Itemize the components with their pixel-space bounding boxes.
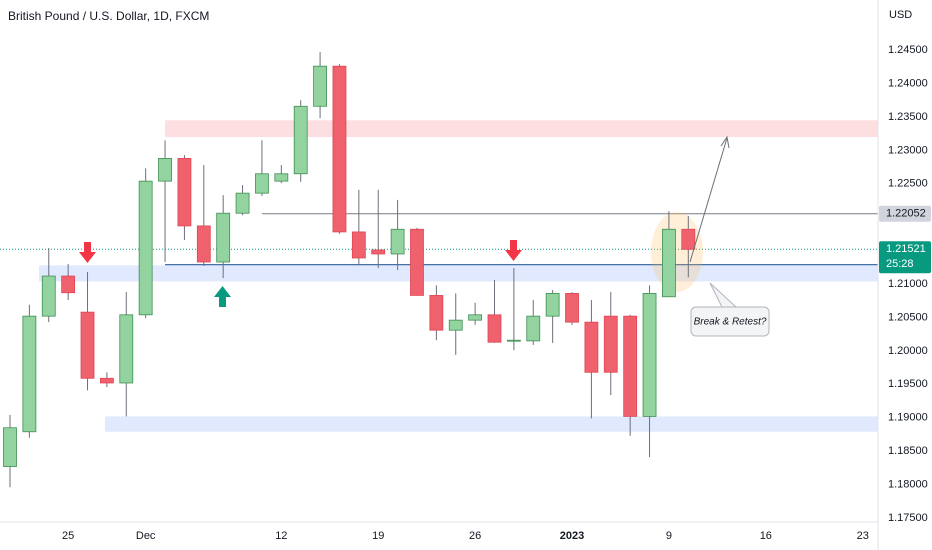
candle-body: [390, 228, 405, 255]
x-tick-label: 23: [857, 530, 869, 542]
level-price-label: 1.22052: [886, 208, 926, 220]
y-tick-label: 1.21000: [888, 278, 928, 290]
candle-body: [351, 231, 366, 259]
candle-body: [681, 228, 696, 250]
y-tick-label: 1.18000: [888, 478, 928, 490]
candle-body: [623, 315, 638, 417]
candle-body: [410, 228, 424, 296]
candle-body: [274, 173, 289, 182]
annotation: Break & Retest?: [694, 317, 767, 328]
projection-arrow: [689, 137, 728, 263]
candle-body: [80, 311, 95, 379]
y-tick-label: 1.17500: [888, 512, 928, 524]
callout: [690, 282, 770, 337]
candle-body: [584, 321, 599, 373]
candle-body: [61, 275, 76, 294]
y-tick-label: 1.23000: [888, 144, 928, 156]
y-tick-label: 1.24500: [888, 44, 928, 56]
y-tick-label: 1.24000: [888, 77, 928, 89]
x-tick-label: 16: [760, 530, 772, 542]
candle-body: [468, 314, 483, 321]
candle-body: [662, 228, 676, 298]
candle-body: [642, 293, 657, 417]
candle-body: [158, 158, 172, 182]
zone: [39, 265, 878, 282]
y-tick-label: 1.20500: [888, 311, 928, 323]
candles: [3, 52, 696, 488]
currency: USD: [889, 9, 912, 21]
candle-body: [371, 249, 386, 255]
candle-body: [41, 275, 56, 317]
candle-body: [487, 314, 502, 343]
last-price-box: [879, 241, 931, 274]
y-tick-label: 1.22500: [888, 178, 928, 190]
candle-body: [332, 65, 347, 233]
candle-body: [3, 427, 17, 467]
candle-body: [293, 105, 308, 175]
y-tick-label: 1.18500: [888, 445, 928, 457]
x-tick-label: Dec: [136, 530, 156, 542]
zone: [104, 416, 879, 432]
arrow-head: [720, 135, 730, 149]
candle-body: [22, 315, 37, 433]
candle-body: [177, 158, 192, 227]
last-price-label: 1.21521: [886, 243, 926, 255]
candle-body: [313, 65, 327, 107]
candle-body: [255, 173, 269, 194]
candle-body: [448, 319, 463, 331]
y-tick-label: 1.19000: [888, 412, 928, 424]
candle-body: [196, 225, 211, 263]
x-tick-label: 26: [469, 530, 481, 542]
candle-body: [429, 295, 444, 331]
candle-body: [526, 315, 541, 342]
countdown: 25:28: [886, 258, 914, 270]
candle-body: [100, 377, 114, 384]
candle-body: [565, 293, 579, 323]
down-arrow: [79, 242, 96, 263]
y-tick-label: 1.19500: [888, 378, 928, 390]
x-tick-label: 9: [666, 530, 672, 542]
y-tick-label: 1.20000: [888, 345, 928, 357]
x-tick-label: 19: [372, 530, 384, 542]
level-price-box: [879, 205, 931, 222]
highlight: [651, 212, 703, 292]
candle-body: [235, 192, 250, 214]
x-tick-label: 2023: [560, 530, 584, 542]
candle-body: [119, 314, 134, 384]
x-tick-label: 25: [62, 530, 74, 542]
candle-body: [603, 315, 618, 373]
y-tick-label: 1.23500: [888, 111, 928, 123]
zone: [165, 120, 879, 138]
up-arrow: [214, 286, 231, 307]
down-arrow: [505, 240, 522, 261]
chart-title: British Pound / U.S. Dollar, 1D, FXCM: [8, 9, 209, 23]
candle-body: [545, 293, 560, 317]
candle-body: [138, 180, 153, 316]
candle-body: [506, 339, 521, 342]
x-tick-label: 12: [275, 530, 287, 542]
candle-body: [216, 212, 231, 263]
zones: [0, 120, 879, 432]
axis: 1.24500 1.24000 1.23500 1.23000 1.22500 1.210…: [62, 44, 931, 542]
